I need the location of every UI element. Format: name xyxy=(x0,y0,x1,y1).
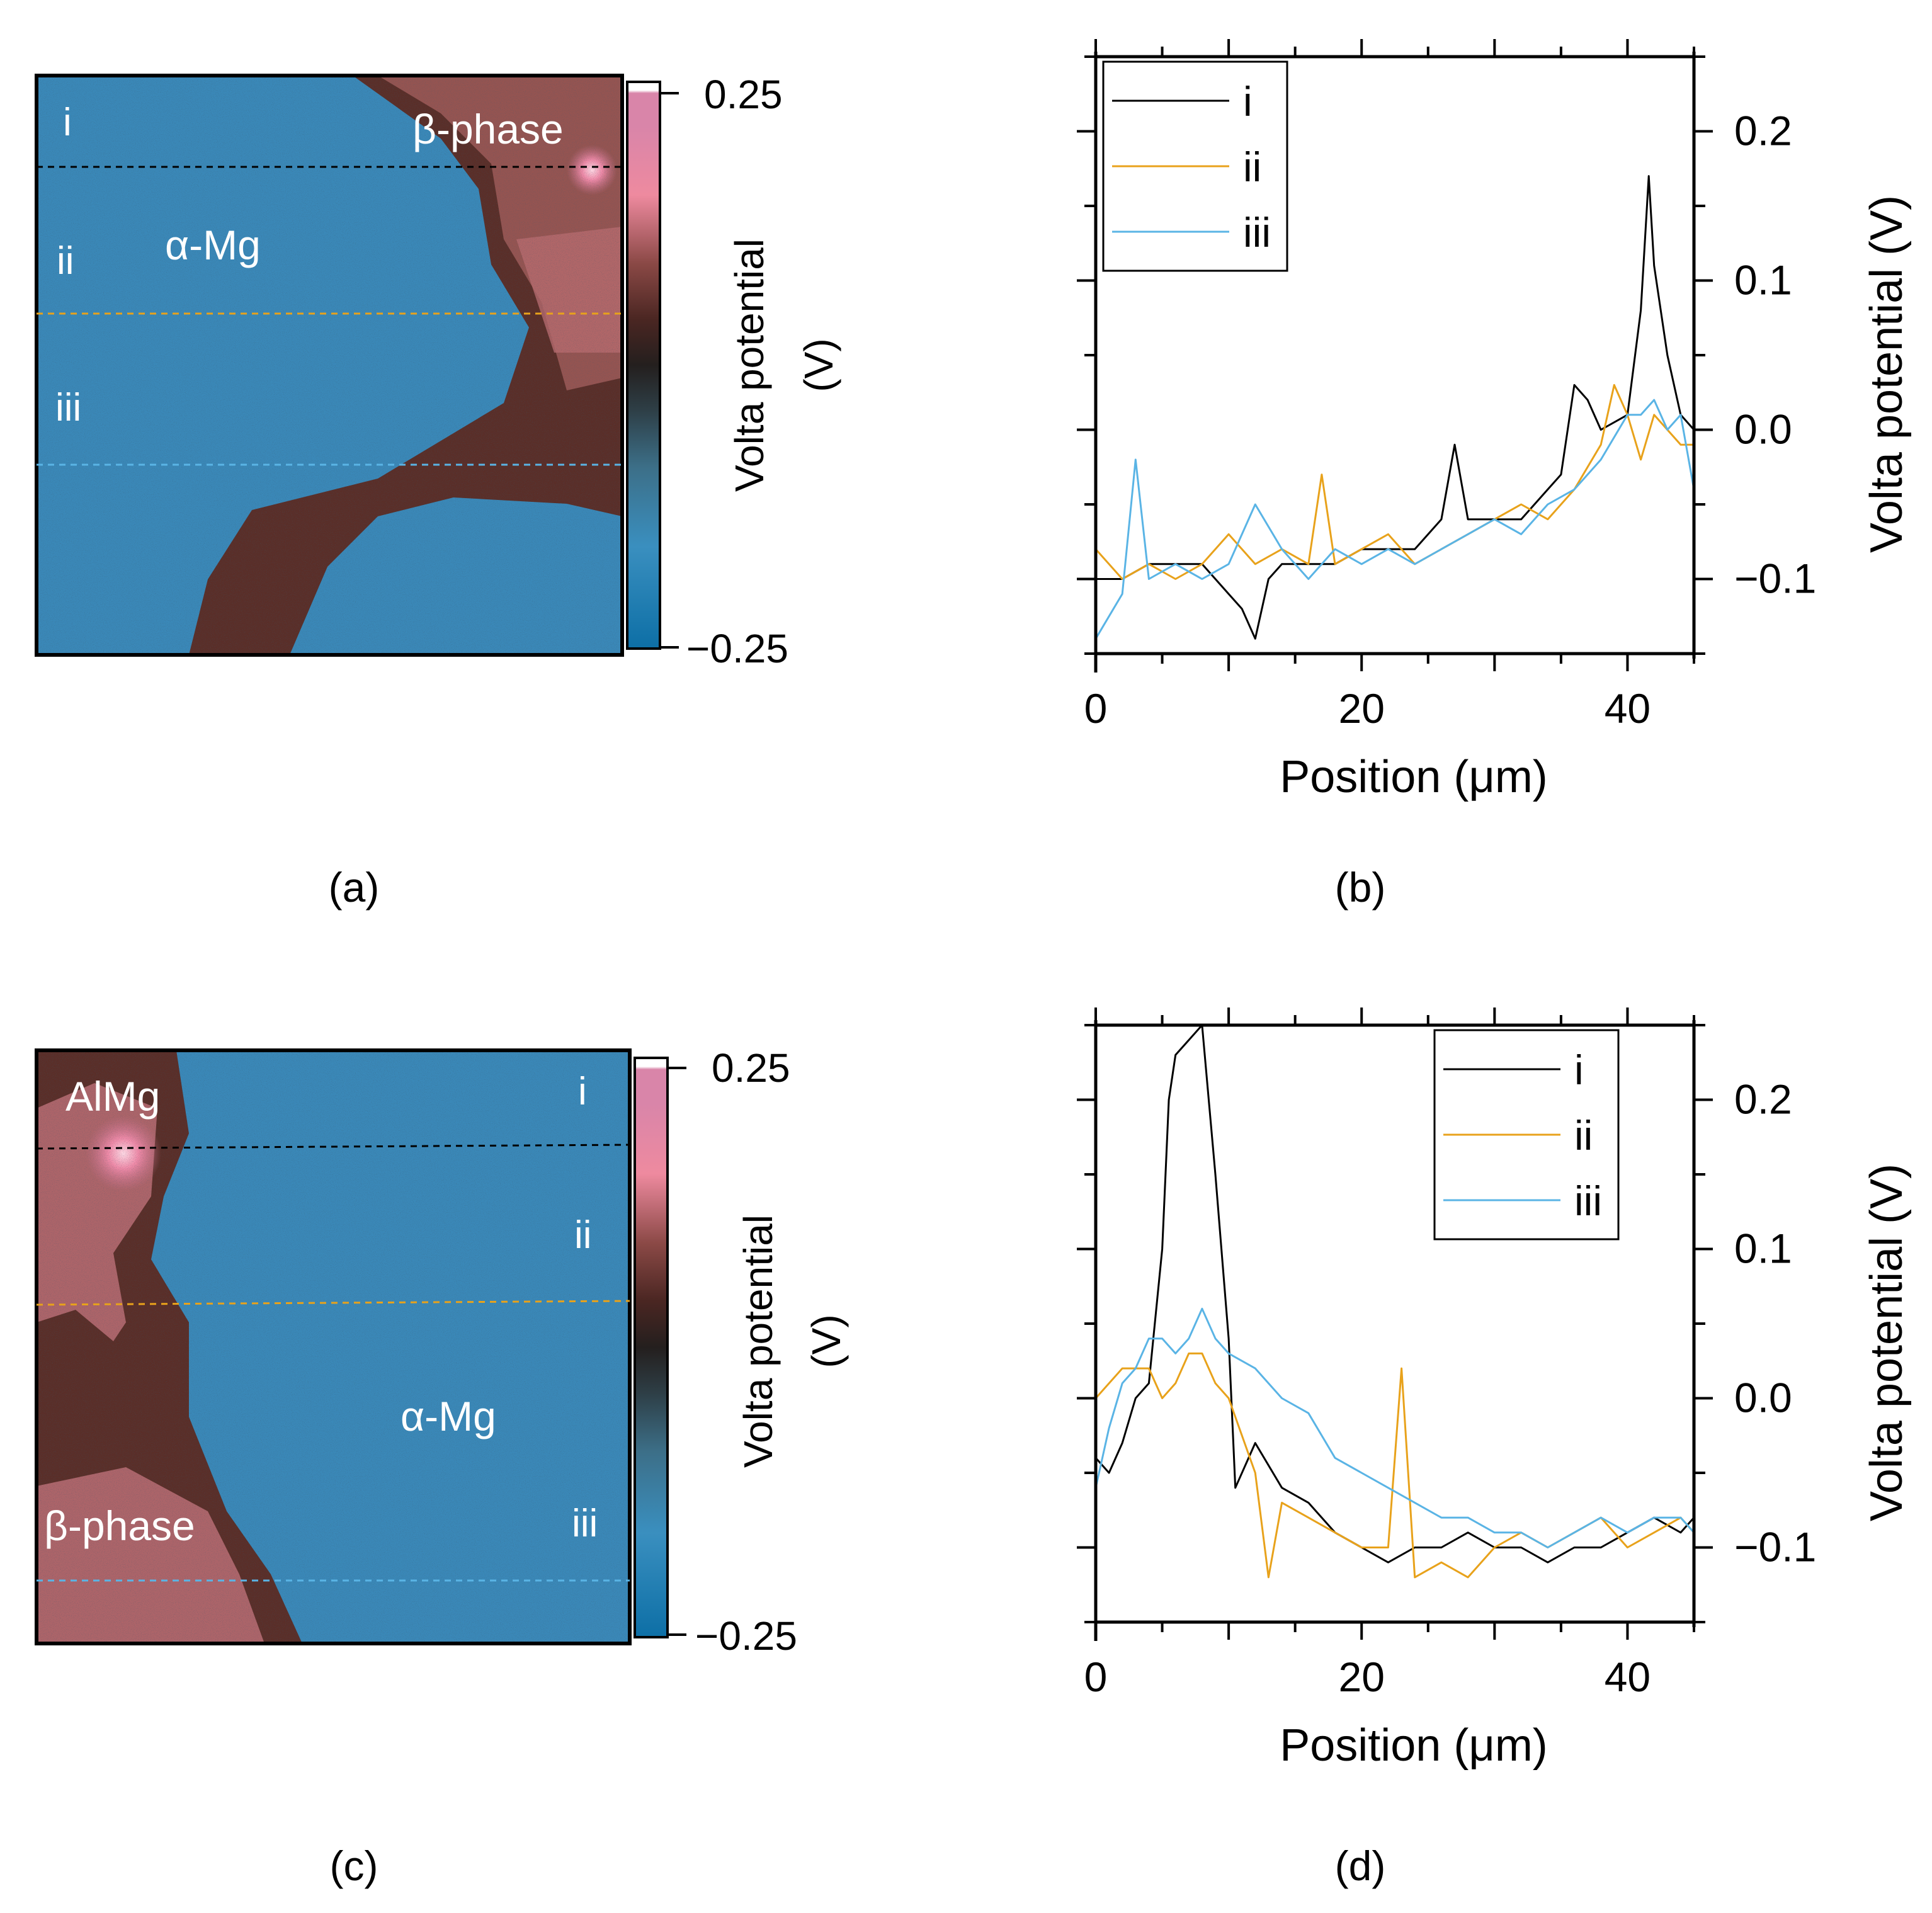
panel-c-label-beta-phase: β-phase xyxy=(44,1502,195,1549)
panel-c-colorbar-title-1: Volta potential xyxy=(736,1215,781,1468)
chart-d-series-iii xyxy=(1094,1307,1695,1548)
chart-b-ytick-label: 0.2 xyxy=(1734,108,1792,154)
chart-b-series-iii xyxy=(1094,399,1695,640)
chart-b-series-i xyxy=(1096,175,1695,640)
panel-c-map xyxy=(35,1048,632,1645)
panel-c-caption: (c) xyxy=(330,1842,378,1889)
panel-c-colorbar-min: −0.25 xyxy=(695,1613,797,1659)
chart-b-caption: (b) xyxy=(1335,864,1386,911)
panel-a-label-beta-phase: β-phase xyxy=(412,106,564,152)
panel-a-label-iii: iii xyxy=(55,386,81,429)
chart-b-xtick-label: 20 xyxy=(1339,685,1385,732)
chart-b-legend-label-i: i xyxy=(1243,78,1253,125)
panel-a-colorbar xyxy=(626,81,679,650)
panel-c-label-alpha-mg: α-Mg xyxy=(401,1393,496,1439)
chart-d-series-ii xyxy=(1094,1352,1695,1579)
panel-a-colorbar-title-2: (V) xyxy=(796,338,841,392)
panel-c-colorbar-title-2: (V) xyxy=(804,1314,849,1368)
panel-a-colorbar-title-1: Volta potential xyxy=(727,239,772,492)
panel-a-caption: (a) xyxy=(329,864,380,911)
chart-d-ytick-label: −0.1 xyxy=(1734,1524,1816,1570)
chart-b-ytick-label: 0.0 xyxy=(1734,406,1792,453)
chart-d-xlabel: Position (μm) xyxy=(1280,1720,1548,1771)
chart-d-ylabel: Volta potential (V) xyxy=(1861,1164,1912,1521)
panel-a-label-i: i xyxy=(63,101,72,144)
chart-d-xtick-label: 0 xyxy=(1084,1654,1108,1700)
panel-a-map xyxy=(35,74,624,657)
chart-b-xlabel: Position (μm) xyxy=(1280,752,1548,802)
chart-b-legend-label-ii: ii xyxy=(1243,144,1261,190)
chart-d-ytick-label: 0.2 xyxy=(1734,1076,1792,1123)
chart-d-ytick-label: 0.0 xyxy=(1734,1375,1792,1421)
chart-b-ytick-label: −0.1 xyxy=(1734,555,1816,602)
chart-d: 0 20 40 −0.1 0.0 0.1 0.2 Position (μm) Volta pot… xyxy=(1077,1008,1912,1889)
panel-c-label-almg: AlMg xyxy=(65,1073,160,1120)
chart-b-ylabel: Volta potential (V) xyxy=(1861,195,1912,553)
panel-c-label-ii: ii xyxy=(574,1213,592,1257)
chart-b-xtick-label: 0 xyxy=(1084,685,1108,732)
panel-a-label-alpha-mg: α-Mg xyxy=(165,222,261,268)
panel-c-colorbar-max: 0.25 xyxy=(712,1045,790,1091)
chart-b-legend-label-iii: iii xyxy=(1243,209,1271,256)
chart-d-xtick-label: 40 xyxy=(1605,1654,1651,1700)
chart-d-xtick-label: 20 xyxy=(1339,1654,1385,1700)
chart-d-ytick-label: 0.1 xyxy=(1734,1225,1792,1272)
chart-d-caption: (d) xyxy=(1335,1842,1386,1889)
panel-c-label-i: i xyxy=(578,1070,587,1113)
chart-b-ytick-label: 0.1 xyxy=(1734,257,1792,304)
chart-d-legend-label-i: i xyxy=(1574,1047,1584,1093)
panel-c-colorbar xyxy=(634,1057,686,1638)
chart-d-legend-label-iii: iii xyxy=(1574,1178,1602,1224)
panel-a-colorbar-max: 0.25 xyxy=(704,72,783,117)
chart-b-xtick-label: 40 xyxy=(1605,685,1651,732)
chart-d-legend-label-ii: ii xyxy=(1574,1112,1593,1159)
chart-d-series-i xyxy=(1094,1024,1695,1564)
chart-b: 0 20 40 −0.1 0.0 0.1 0.2 Position (μm) Volta pot… xyxy=(1077,39,1912,911)
panel-a-colorbar-min: −0.25 xyxy=(686,626,788,671)
panel-c-label-iii: iii xyxy=(572,1502,598,1545)
panel-a-label-ii: ii xyxy=(57,239,74,283)
